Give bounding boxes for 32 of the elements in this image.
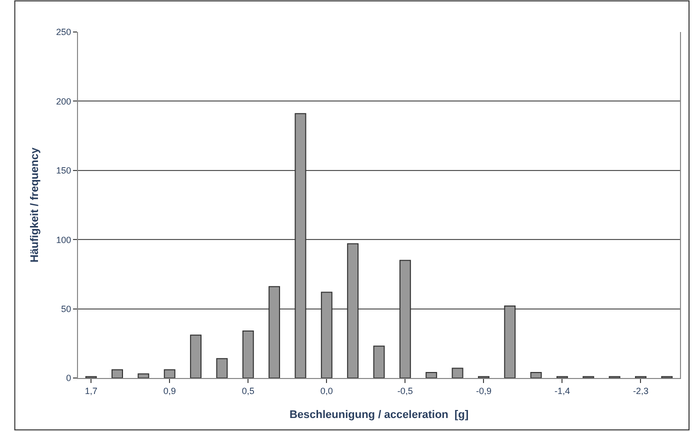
x-tick-label: 1,7 — [84, 386, 98, 396]
x-tick-label: 0,5 — [242, 386, 254, 396]
bar — [373, 346, 385, 378]
x-tick-label: -0,9 — [476, 386, 492, 396]
bar — [216, 358, 228, 378]
bar — [268, 286, 280, 378]
x-tick-label: -2,3 — [632, 386, 648, 396]
x-axis-title: Beschleunigung / acceleration [g] — [289, 409, 469, 421]
bar — [530, 372, 542, 378]
bar — [504, 306, 516, 378]
y-tick-label: 100 — [56, 234, 72, 245]
bar — [112, 369, 123, 378]
bar — [242, 330, 254, 378]
bar — [399, 260, 411, 378]
bar — [320, 292, 332, 378]
y-tick-label: 50 — [61, 304, 72, 314]
bar — [294, 113, 306, 378]
bar — [190, 334, 202, 378]
bar — [452, 368, 464, 378]
x-tick-label: -0,5 — [397, 386, 413, 396]
y-tick-label: 150 — [56, 166, 72, 176]
x-tick-label: -1,4 — [554, 386, 570, 396]
bar — [164, 369, 176, 378]
y-tick-label: 0 — [66, 373, 72, 384]
y-axis-title: Häufigkeit / frequency — [28, 146, 41, 262]
x-tick-label: 0,9 — [163, 386, 176, 396]
y-tick-label: 250 — [56, 27, 72, 38]
bar — [426, 372, 438, 378]
bar — [138, 373, 150, 378]
x-tick-label: 0,0 — [320, 386, 333, 396]
y-tick-label: 200 — [56, 96, 72, 106]
bar — [347, 243, 359, 378]
